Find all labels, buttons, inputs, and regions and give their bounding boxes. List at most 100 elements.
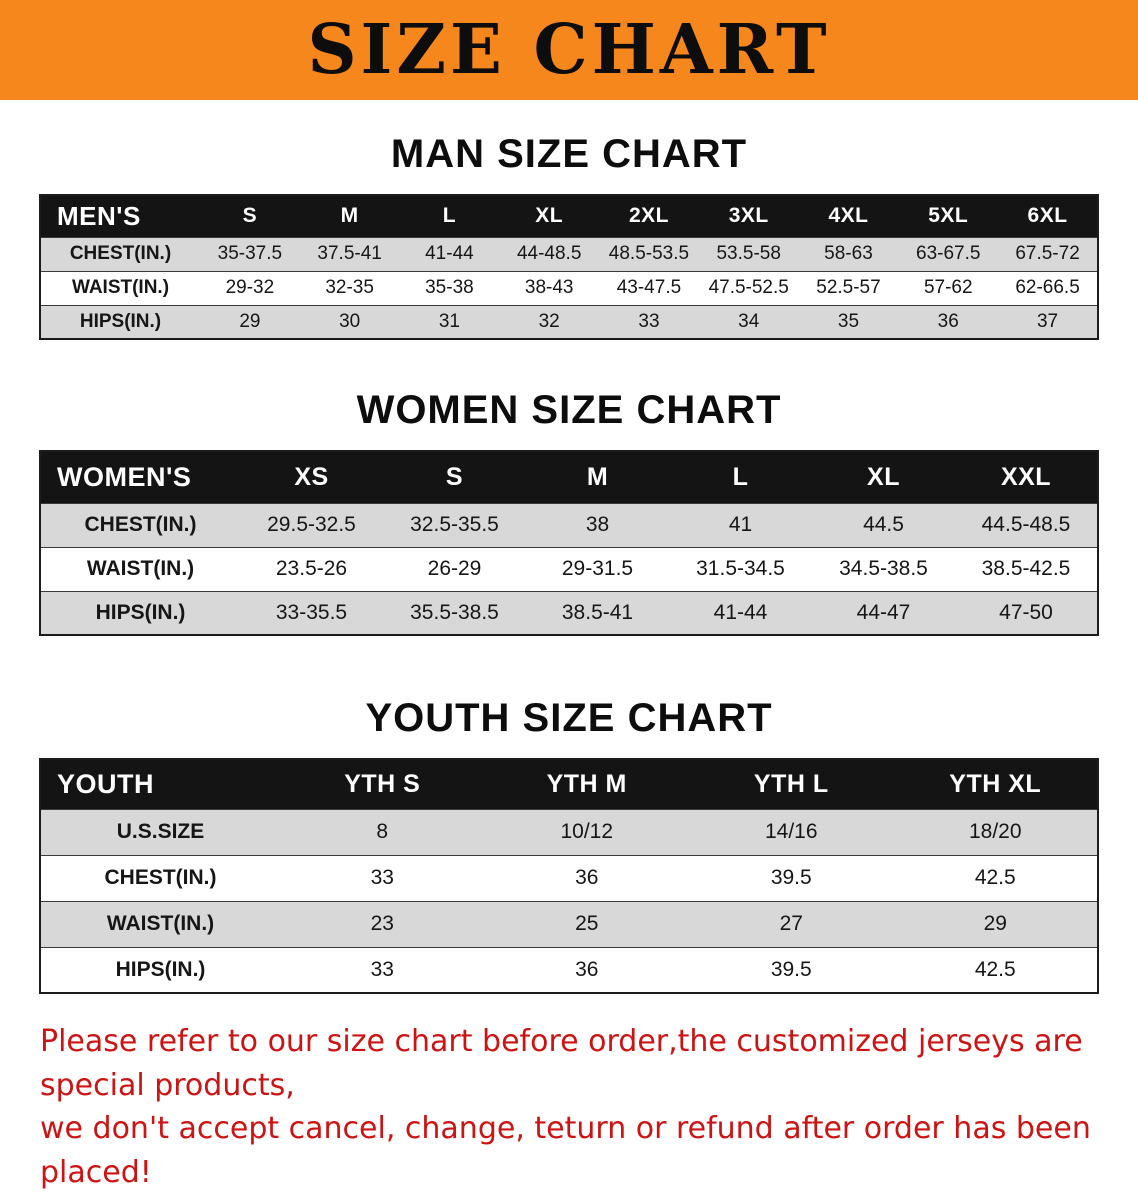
measurement-value: 27	[689, 900, 894, 947]
measurement-label: CHEST(IN.)	[40, 236, 200, 271]
size-header-cell: XXL	[955, 451, 1098, 503]
measurement-value: 37.5-41	[299, 236, 400, 271]
measurement-value: 29-31.5	[526, 546, 669, 591]
measurement-value: 31.5-34.5	[669, 546, 812, 591]
measurement-value: 44-48.5	[499, 236, 600, 271]
section-women: WOMEN SIZE CHART WOMEN'S XS S M L XL XXL CHEST(…	[0, 388, 1138, 636]
measurement-value: 32.5-35.5	[383, 502, 526, 547]
measurement-label: CHEST(IN.)	[40, 854, 280, 901]
measurement-value: 44-47	[812, 590, 955, 635]
table-header-row: MEN'S S M L XL 2XL 3XL 4XL 5XL 6XL	[40, 195, 1098, 237]
measurement-value: 48.5-53.5	[599, 236, 699, 271]
women-section-heading: WOMEN SIZE CHART	[356, 388, 782, 432]
measurement-label: WAIST(IN.)	[40, 270, 200, 305]
measurement-value: 29	[893, 900, 1098, 947]
measurement-value: 42.5	[893, 946, 1098, 993]
measurement-label: CHEST(IN.)	[40, 502, 240, 547]
measurement-value: 44.5-48.5	[955, 502, 1098, 547]
measurement-row: WAIST(IN.) 29-32 32-35 35-38 38-43 43-47.5 47.…	[40, 270, 1098, 305]
measurement-value: 52.5-57	[798, 270, 899, 305]
measurement-value: 29	[200, 304, 300, 339]
measurement-value: 63-67.5	[898, 236, 999, 271]
page-title: SIZE CHART	[307, 10, 831, 90]
table-header-row: YOUTH YTH S YTH M YTH L YTH XL	[40, 759, 1098, 809]
disclaimer-line-2: we don't accept cancel, change, teturn o…	[40, 1111, 1091, 1190]
measurement-value: 37	[998, 304, 1098, 339]
measurement-label: U.S.SIZE	[40, 808, 280, 855]
measurement-value: 30	[299, 304, 400, 339]
size-header-cell: L	[399, 195, 500, 237]
measurement-value: 31	[399, 304, 500, 339]
measurement-value: 41-44	[399, 236, 500, 271]
measurement-label: HIPS(IN.)	[40, 946, 280, 993]
measurement-row: U.S.SIZE 8 10/12 14/16 18/20	[40, 808, 1098, 855]
measurement-value: 58-63	[798, 236, 899, 271]
measurement-value: 36	[898, 304, 999, 339]
measurement-row: HIPS(IN.) 33-35.5 35.5-38.5 38.5-41 41-44 44-…	[40, 590, 1098, 635]
disclaimer-line-1: Please refer to our size chart before or…	[40, 1024, 1083, 1103]
measurement-value: 34.5-38.5	[812, 546, 955, 591]
size-header-cell: 5XL	[898, 195, 999, 237]
measurement-value: 32	[499, 304, 600, 339]
measurement-value: 38.5-42.5	[955, 546, 1098, 591]
table-title-cell: WOMEN'S	[40, 451, 240, 503]
measurement-row: CHEST(IN.) 35-37.5 37.5-41 41-44 44-48.5 48.5…	[40, 236, 1098, 271]
disclaimer: Please refer to our size chart before or…	[40, 1020, 1138, 1194]
measurement-row: HIPS(IN.) 33 36 39.5 42.5	[40, 946, 1098, 993]
measurement-value: 26-29	[383, 546, 526, 591]
womens-size-table: WOMEN'S XS S M L XL XXL CHEST(IN.) 29.5-32.5 32.5…	[39, 450, 1099, 636]
measurement-value: 33	[280, 946, 485, 993]
measurement-value: 57-62	[898, 270, 999, 305]
measurement-value: 35.5-38.5	[383, 590, 526, 635]
measurement-value: 42.5	[893, 854, 1098, 901]
size-header-cell: YTH XL	[893, 759, 1098, 809]
size-header-cell: M	[299, 195, 400, 237]
measurement-value: 44.5	[812, 502, 955, 547]
measurement-value: 35-38	[399, 270, 500, 305]
size-header-cell: 3XL	[698, 195, 799, 237]
section-men: MAN SIZE CHART MEN'S S M L XL 2XL 3XL 4XL 5XL 6XL…	[0, 132, 1138, 340]
measurement-value: 41	[669, 502, 812, 547]
table-title-cell: YOUTH	[40, 759, 280, 809]
size-header-cell: YTH S	[280, 759, 485, 809]
measurement-value: 38.5-41	[526, 590, 669, 635]
measurement-value: 33	[280, 854, 485, 901]
measurement-value: 8	[280, 808, 485, 855]
men-section-heading: MAN SIZE CHART	[390, 132, 748, 176]
measurement-row: CHEST(IN.) 33 36 39.5 42.5	[40, 854, 1098, 901]
measurement-row: WAIST(IN.) 23.5-26 26-29 29-31.5 31.5-34.5 34…	[40, 546, 1098, 591]
measurement-value: 29-32	[200, 270, 300, 305]
measurement-value: 36	[484, 854, 689, 901]
measurement-value: 10/12	[484, 808, 689, 855]
measurement-value: 41-44	[669, 590, 812, 635]
table-title-cell: MEN'S	[40, 195, 200, 237]
measurement-value: 23	[280, 900, 485, 947]
measurement-label: HIPS(IN.)	[40, 590, 240, 635]
measurement-value: 33	[599, 304, 699, 339]
table-header-row: WOMEN'S XS S M L XL XXL	[40, 451, 1098, 503]
measurement-label: HIPS(IN.)	[40, 304, 200, 339]
measurement-value: 32-35	[299, 270, 400, 305]
size-header-cell: XS	[240, 451, 383, 503]
mens-size-table: MEN'S S M L XL 2XL 3XL 4XL 5XL 6XL CHEST(IN.) 35-37…	[39, 194, 1099, 340]
measurement-value: 14/16	[689, 808, 894, 855]
size-header-cell: YTH M	[484, 759, 689, 809]
measurement-value: 38	[526, 502, 669, 547]
measurement-value: 53.5-58	[698, 236, 799, 271]
measurement-label: WAIST(IN.)	[40, 900, 280, 947]
size-header-cell: S	[383, 451, 526, 503]
measurement-value: 38-43	[499, 270, 600, 305]
measurement-value: 18/20	[893, 808, 1098, 855]
measurement-value: 36	[484, 946, 689, 993]
size-header-cell: L	[669, 451, 812, 503]
measurement-row: WAIST(IN.) 23 25 27 29	[40, 900, 1098, 947]
measurement-value: 25	[484, 900, 689, 947]
measurement-value: 67.5-72	[998, 236, 1098, 271]
measurement-value: 47.5-52.5	[698, 270, 799, 305]
youth-section-heading: YOUTH SIZE CHART	[365, 696, 773, 740]
size-header-cell: S	[200, 195, 300, 237]
measurement-value: 29.5-32.5	[240, 502, 383, 547]
size-header-cell: XL	[812, 451, 955, 503]
measurement-row: CHEST(IN.) 29.5-32.5 32.5-35.5 38 41 44.5 44.5…	[40, 502, 1098, 547]
